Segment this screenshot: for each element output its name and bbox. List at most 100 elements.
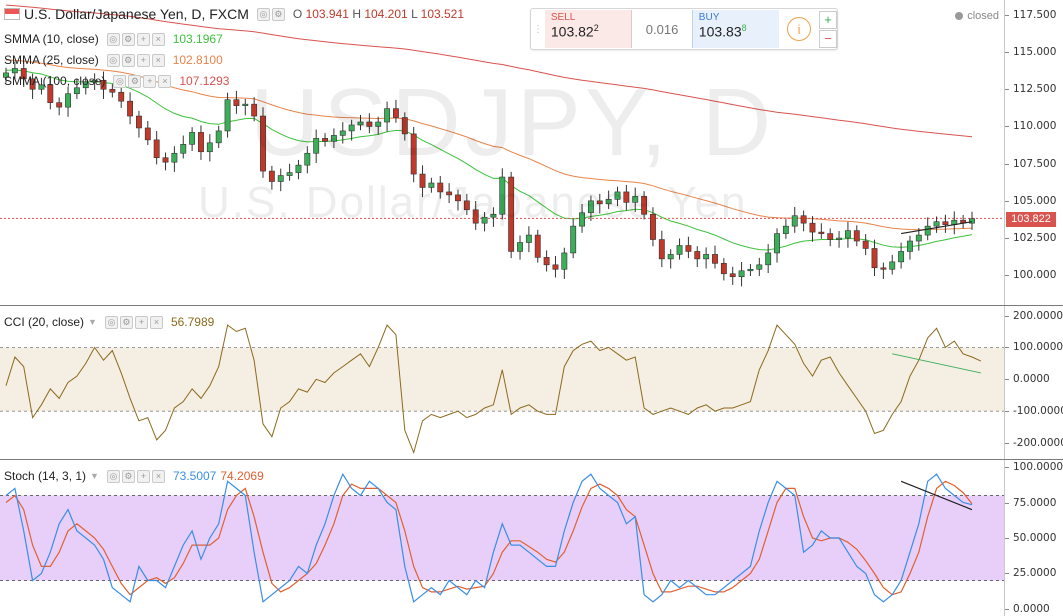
candle-body — [836, 237, 842, 240]
candle-body — [419, 173, 426, 188]
cci-axis-tick: -100.0000 — [1005, 405, 1063, 417]
candle-body — [508, 176, 515, 252]
cci-chart[interactable] — [0, 306, 1004, 459]
candle-body — [38, 84, 45, 90]
cci-axis[interactable]: 200.0000 100.0000 0.0000 -100.0000 -200.0000 — [1004, 306, 1063, 459]
settings-icon[interactable]: ⚙ — [128, 74, 142, 88]
header-controls: ◎ ⚙ — [256, 7, 285, 21]
more-icon[interactable]: + — [134, 315, 148, 329]
candle-body — [782, 225, 789, 234]
stoch-chart[interactable] — [0, 460, 1004, 616]
watermark-symbol: USDJPY, D — [250, 69, 776, 176]
candle-body — [313, 138, 320, 154]
price-chart[interactable] — [0, 0, 1004, 305]
eye-icon[interactable]: ◎ — [106, 53, 120, 67]
cci-axis-tick: 200.0000 — [1004, 309, 1063, 322]
stoch-axis-tick: 0.0000 — [1005, 602, 1050, 615]
eye-icon[interactable]: ◎ — [256, 7, 270, 21]
candle-body — [720, 263, 727, 275]
pane-divider[interactable] — [0, 305, 1063, 306]
chevron-down-icon[interactable]: ▼ — [88, 317, 97, 327]
eye-icon[interactable]: ◎ — [113, 74, 127, 88]
minus-button[interactable]: − — [819, 29, 838, 48]
indicator-smma100[interactable]: SMMA (100, close) ◎ ⚙ + × 107.1293 — [4, 74, 230, 88]
candle-body — [827, 233, 834, 240]
price-pane[interactable]: USDJPY, D U.S. Dollar/Japanese Yen U.S. … — [0, 0, 1004, 305]
market-status: closed — [955, 10, 999, 22]
trading-panel: ⋮ SELL 103.822 0.016 BUY 103.838 i + − — [530, 8, 838, 50]
price-axis-tick: 102.500 — [1004, 232, 1057, 245]
settings-icon[interactable]: ⚙ — [271, 7, 285, 21]
candle-body — [11, 68, 18, 74]
candle-body — [47, 84, 54, 103]
candle-body — [800, 215, 807, 224]
buy-button[interactable]: BUY 103.838 — [691, 10, 780, 48]
candle-body — [525, 234, 532, 243]
indicator-smma25[interactable]: SMMA (25, close) ◎ ⚙ + × 102.8100 — [4, 53, 223, 67]
candle-body — [605, 199, 612, 205]
indicator-controls: ◎ ⚙ + × — [106, 469, 165, 483]
sell-button[interactable]: SELL 103.822 — [544, 10, 633, 48]
settings-icon[interactable]: ⚙ — [119, 315, 133, 329]
candle-body — [446, 191, 453, 196]
more-icon[interactable]: + — [136, 469, 150, 483]
stoch-d-line — [5, 480, 973, 596]
indicator-controls: ◎ ⚙ + × — [106, 53, 165, 67]
cci-pane[interactable]: CCI (20, close) ▼ ◎ ⚙ + × 56.7989 — [0, 306, 1004, 459]
info-icon[interactable]: i — [787, 17, 812, 41]
indicator-smma10[interactable]: SMMA (10, close) ◎ ⚙ + × 103.1967 — [4, 32, 223, 46]
stoch-legend: Stoch (14, 3, 1) ▼ ◎ ⚙ + × 73.5007 74.2069 — [4, 469, 264, 483]
candle-body — [490, 213, 497, 218]
chevron-down-icon[interactable]: ▼ — [90, 471, 99, 481]
plus-button[interactable]: + — [819, 10, 838, 29]
candle-body — [463, 200, 470, 211]
candle-body — [206, 142, 213, 153]
stoch-band — [0, 495, 1004, 581]
watermark-name: U.S. Dollar/Japanese Yen — [198, 178, 748, 227]
eye-icon[interactable]: ◎ — [106, 32, 120, 46]
candle-body — [277, 175, 284, 182]
settings-icon[interactable]: ⚙ — [121, 53, 135, 67]
candle-body — [844, 230, 851, 239]
drag-handle-icon[interactable]: ⋮ — [532, 23, 543, 35]
more-icon[interactable]: + — [143, 74, 157, 88]
eye-icon[interactable]: ◎ — [106, 469, 120, 483]
close-icon[interactable]: × — [151, 469, 165, 483]
candle-body — [73, 87, 80, 95]
close-icon[interactable]: × — [151, 32, 165, 46]
stoch-axis[interactable]: 100.0000 75.0000 50.0000 25.0000 0.0000 — [1004, 460, 1063, 616]
more-icon[interactable]: + — [136, 32, 150, 46]
close-icon[interactable]: × — [149, 315, 163, 329]
candle-body — [534, 234, 541, 258]
cci-axis-tick: 100.0000 — [1004, 341, 1063, 354]
settings-icon[interactable]: ⚙ — [121, 469, 135, 483]
candle-body — [153, 139, 160, 159]
cci-band — [0, 347, 1004, 412]
close-icon[interactable]: × — [158, 74, 172, 88]
stoch-k-line — [5, 472, 973, 603]
symbol-flag-icon — [4, 8, 20, 20]
candle-body — [517, 242, 523, 252]
candle-body — [286, 172, 293, 176]
candle-body — [91, 80, 98, 83]
candle-body — [729, 273, 736, 278]
settings-icon[interactable]: ⚙ — [121, 32, 135, 46]
candle-body — [791, 215, 798, 227]
stoch-pane[interactable]: Stoch (14, 3, 1) ▼ ◎ ⚙ + × 73.5007 74.2069 — [0, 460, 1004, 616]
candle-body — [924, 225, 931, 236]
price-axis[interactable]: 117.500 115.000 112.500 110.000 107.500 105.0… — [1004, 0, 1063, 305]
eye-icon[interactable]: ◎ — [104, 315, 118, 329]
candle-body — [198, 132, 204, 153]
chart-title: U.S. Dollar/Japanese Yen, D, FXCM — [24, 6, 249, 22]
candle-body — [295, 164, 302, 173]
pane-divider[interactable] — [0, 459, 1063, 460]
stoch-axis-tick: 50.0000 — [1004, 532, 1057, 544]
candle-body — [393, 108, 399, 118]
candle-body — [915, 234, 922, 242]
more-icon[interactable]: + — [136, 53, 150, 67]
candle-body — [384, 108, 391, 123]
candle-body — [570, 225, 577, 254]
cci-axis-tick: -200.0000 — [1005, 437, 1063, 449]
close-icon[interactable]: × — [151, 53, 165, 67]
candle-body — [109, 88, 116, 93]
